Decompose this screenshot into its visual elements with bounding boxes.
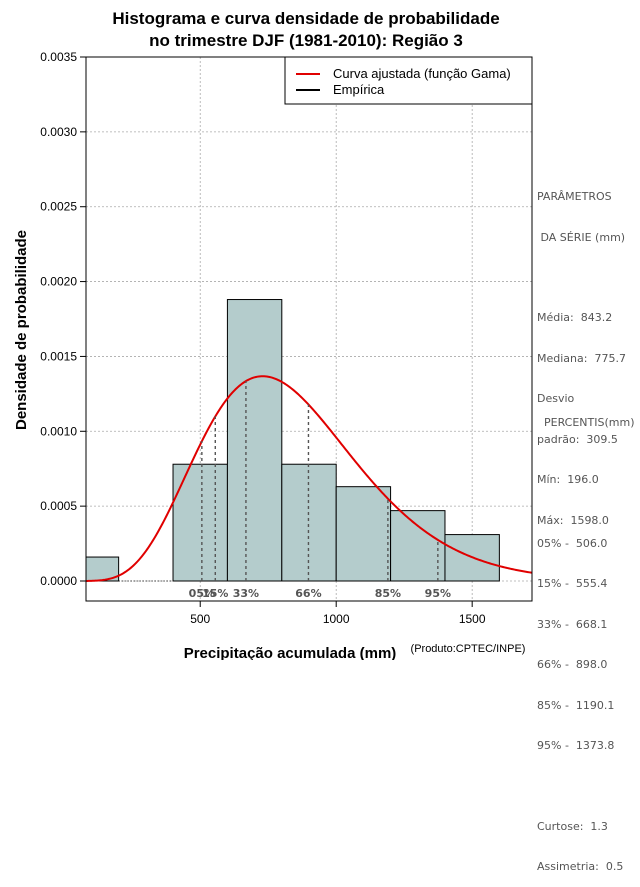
y-tick-label-0: 0.0000 <box>40 574 77 588</box>
percentil-95: 95% - 1373.8 <box>537 739 615 752</box>
percentile-layer: 05%15% 33% 66% 85% 95% <box>189 381 451 600</box>
percentis-heading: PERCENTIS(mm) <box>537 416 635 429</box>
credit-label: (Produto:CPTEC/INPE) <box>411 643 526 655</box>
legend-label-empirical: Empírica <box>333 82 385 97</box>
param-desvio-1: Desvio <box>537 392 575 405</box>
y-axis-label: Densidade de probabilidade <box>13 230 30 430</box>
histogram-bar-6 <box>390 510 446 582</box>
param-max: Máx: 1598.0 <box>537 513 609 527</box>
percentile-label-85%: 85% <box>375 587 401 600</box>
bars-layer <box>85 299 500 582</box>
legend-label-fit: Curva ajustada (função Gama) <box>333 66 511 81</box>
percentil-33: 33% - 668.1 <box>537 617 608 631</box>
histogram-chart: 05%15% 33% 66% 85% 95% 0.00000.00050.00100.0… <box>13 9 533 660</box>
percentile-label-66%: 66% <box>295 587 321 600</box>
percentile-label-33%: 33% <box>233 587 259 600</box>
param-desvio-2: padrão: 309.5 <box>537 432 618 446</box>
y-tick-label-3: 0.0015 <box>40 349 77 363</box>
percentil-05: 05% - 506.0 <box>537 536 608 550</box>
x-tick-label-0: 500 <box>190 612 210 626</box>
series-parameters-panel: PARÂMETROS DA SÉRIE (mm) Média: 843.2 Me… <box>537 163 626 541</box>
histogram-bar-2 <box>172 463 228 582</box>
y-tick-label-5: 0.0025 <box>40 200 77 214</box>
curtose-value: Curtose: 1.3 <box>537 819 608 833</box>
percentil-15: 15% - 555.4 <box>537 577 608 590</box>
params-heading-1: PARÂMETROS <box>537 190 612 203</box>
assimetria-value: Assimetria: 0.5 <box>537 860 624 873</box>
x-tick-label-1: 1000 <box>323 612 350 626</box>
percentile-label-95%: 95% <box>425 587 451 600</box>
percentile-label-05%: 05% <box>189 587 215 600</box>
param-min: Mín: 196.0 <box>537 473 599 486</box>
param-media: Média: 843.2 <box>537 311 613 324</box>
legend-box <box>284 56 533 105</box>
y-tick-label-4: 0.0020 <box>40 275 77 289</box>
legend: Curva ajustada (função Gama) Empírica <box>284 56 533 105</box>
percentis-panel: PERCENTIS(mm) 05% - 506.0 15% - 555.4 33… <box>537 389 635 887</box>
params-heading-2: DA SÉRIE (mm) <box>537 230 626 244</box>
histogram-bar-4 <box>281 463 337 582</box>
x-tick-label-2: 1500 <box>459 612 486 626</box>
chart-title-line-2: no trimestre DJF (1981-2010): Região 3 <box>149 31 463 50</box>
percentile-label-15%: 15% <box>202 587 228 600</box>
y-tick-label-2: 0.0010 <box>40 424 77 438</box>
percentil-66: 66% - 898.0 <box>537 658 608 671</box>
x-axis-label: Precipitação acumulada (mm) <box>184 645 397 660</box>
axis-layer: 0.0000 0.0005 0.0010 0.0015 0.0020 0.0025 0.00… <box>40 50 486 626</box>
histogram-bar-5 <box>335 486 392 582</box>
y-tick-label-1: 0.0005 <box>40 499 77 513</box>
histogram-bar-3 <box>226 299 283 582</box>
chart-title-line-1: Histograma e curva densidade de probabil… <box>112 9 499 28</box>
y-tick-label-6: 0.0030 <box>40 125 77 139</box>
percentil-85: 85% - 1190.1 <box>537 698 615 712</box>
param-mediana: Mediana: 775.7 <box>537 351 626 365</box>
y-tick-label-7: 0.0035 <box>40 50 77 64</box>
